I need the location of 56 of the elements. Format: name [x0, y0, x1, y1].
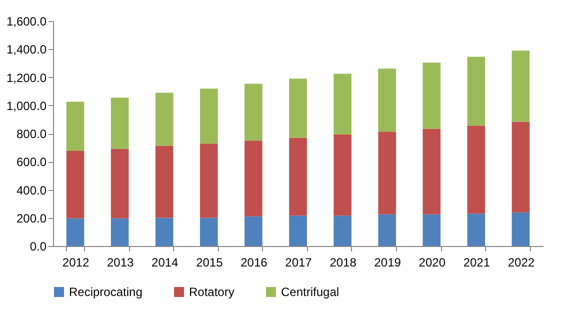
bar [467, 214, 486, 246]
y-tick-label: 800.0 [16, 127, 47, 141]
x-tick-label: 2013 [106, 256, 134, 270]
y-tick-label: 1,600.0 [6, 14, 47, 28]
x-tick-label: 2016 [240, 256, 268, 270]
bar [155, 218, 174, 246]
bar [200, 218, 218, 246]
x-tick-label: 2014 [152, 256, 179, 270]
y-tick-label: 0.0 [30, 240, 47, 254]
bar [512, 50, 530, 122]
legend-label: Reciprocating [69, 285, 142, 299]
y-tick-label: 400.0 [16, 183, 47, 198]
x-tick-label: 2017 [285, 256, 312, 270]
y-tick-label: 600.0 [16, 155, 47, 170]
bar [110, 218, 129, 246]
bar [422, 214, 441, 246]
bar [200, 144, 218, 218]
legend-label: Rotatory [189, 285, 234, 299]
bar [66, 102, 84, 151]
bar [110, 98, 129, 149]
bar [289, 78, 307, 138]
bar [467, 56, 486, 126]
bar [66, 218, 84, 246]
bar [378, 214, 396, 246]
x-tick-label: 2012 [62, 256, 90, 270]
y-tick-label: 1,000.0 [6, 98, 47, 113]
bar [66, 150, 84, 218]
bar [467, 126, 486, 214]
bar [155, 146, 174, 218]
x-tick-label: 2022 [508, 256, 535, 270]
bar [334, 216, 352, 246]
x-tick-label: 2015 [196, 256, 224, 270]
bar [289, 216, 307, 246]
bar [378, 132, 396, 214]
y-tick-label: 1,400.0 [6, 42, 47, 57]
bar [378, 68, 396, 132]
bar [334, 74, 352, 134]
legend-label: Centrifugal [281, 285, 340, 299]
bar [512, 212, 530, 246]
x-tick-label: 2021 [463, 256, 490, 270]
bar [422, 62, 441, 129]
x-tick-label: 2020 [418, 256, 446, 270]
bar [244, 84, 262, 141]
bar [244, 216, 262, 246]
bar [200, 88, 218, 144]
x-tick-label: 2018 [330, 256, 357, 270]
bar [422, 128, 441, 214]
x-tick-label: 2019 [374, 256, 402, 270]
bar [334, 134, 352, 216]
bar [155, 92, 174, 146]
bar [110, 148, 129, 218]
bar [289, 138, 307, 216]
bar [512, 122, 530, 212]
y-tick-label: 1,200.0 [6, 70, 47, 85]
y-tick-label: 200.0 [16, 211, 47, 226]
bar [244, 140, 262, 216]
